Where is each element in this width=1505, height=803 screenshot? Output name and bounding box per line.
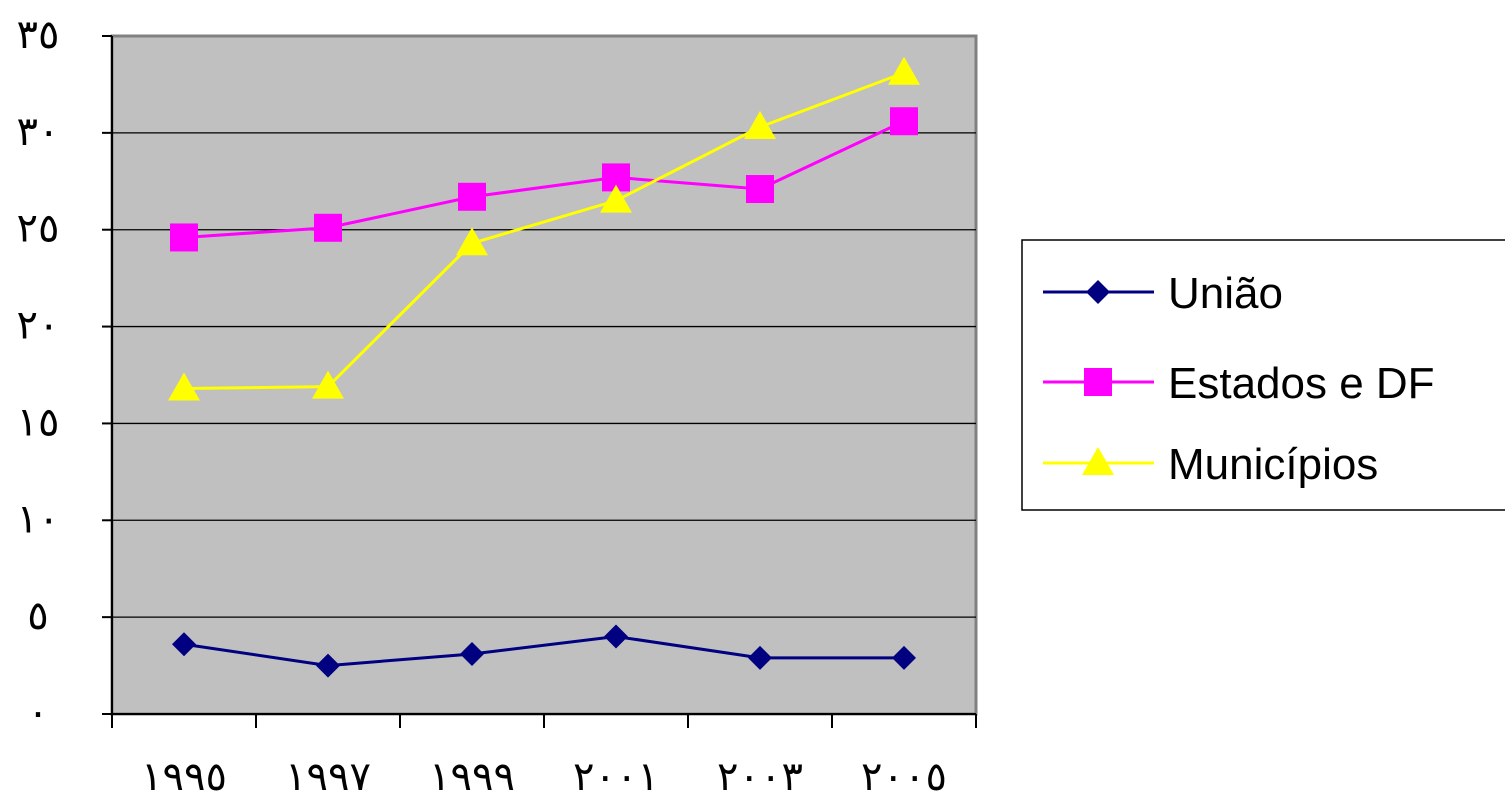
series-line <box>183 635 904 668</box>
series-line <box>183 119 905 239</box>
data-point <box>312 370 344 399</box>
x-tick-label: ١٩٩٥ <box>141 754 227 800</box>
y-tick-label: ١٠ <box>17 496 60 542</box>
x-tick-label: ٢٠٠١ <box>573 754 659 800</box>
series-1 <box>170 107 918 252</box>
y-tick-label: ٢٠ <box>17 303 60 349</box>
data-point <box>314 213 342 242</box>
x-tick-label: ١٩٩٩ <box>429 754 515 800</box>
data-point <box>744 111 776 140</box>
data-point <box>316 653 340 678</box>
series-0 <box>172 624 916 678</box>
legend-marker <box>1084 368 1112 396</box>
legend-marker <box>1086 280 1110 304</box>
data-point <box>170 223 198 252</box>
y-tick-label: ٢٥ <box>17 206 60 252</box>
data-point <box>604 624 628 649</box>
series-line <box>183 71 905 391</box>
legend-label: Estados e DF <box>1168 359 1435 408</box>
data-point <box>168 372 200 401</box>
y-tick-label: ٠ <box>27 690 48 736</box>
data-point <box>748 645 772 670</box>
data-point <box>460 641 484 666</box>
axes <box>102 35 977 728</box>
data-point <box>888 56 920 85</box>
data-point <box>172 632 196 657</box>
data-point <box>458 182 486 211</box>
data-point <box>746 175 774 204</box>
series-2 <box>168 56 920 401</box>
data-point <box>890 107 918 136</box>
plot-area <box>110 34 978 716</box>
y-tick-label: ٣٥ <box>17 12 60 58</box>
legend: União Estados e DF Municípios <box>1021 239 1505 511</box>
y-tick-labels: ٠ ٥ ١٠ ١٥ ٢٠ ٢٥ ٣٠ ٣٥ <box>17 12 60 736</box>
x-tick-label: ٢٠٠٥ <box>861 754 947 800</box>
legend-marker <box>1082 447 1114 475</box>
x-tick-label: ٢٠٠٣ <box>717 754 803 800</box>
x-tick-labels: ١٩٩٥ ١٩٩٧ ١٩٩٩ ٢٠٠١ ٢٠٠٣ ٢٠٠٥ <box>141 754 947 800</box>
gridlines <box>112 132 976 618</box>
data-point <box>892 645 916 670</box>
legend-label: Municípios <box>1168 440 1378 489</box>
y-tick-label: ٣٠ <box>17 109 60 155</box>
y-tick-label: ٥ <box>27 593 48 639</box>
series-group <box>168 56 920 678</box>
y-tick-label: ١٥ <box>17 399 60 445</box>
x-tick-label: ١٩٩٧ <box>285 754 371 800</box>
data-point <box>456 227 488 256</box>
legend-label: União <box>1168 269 1283 318</box>
data-point <box>600 184 632 213</box>
